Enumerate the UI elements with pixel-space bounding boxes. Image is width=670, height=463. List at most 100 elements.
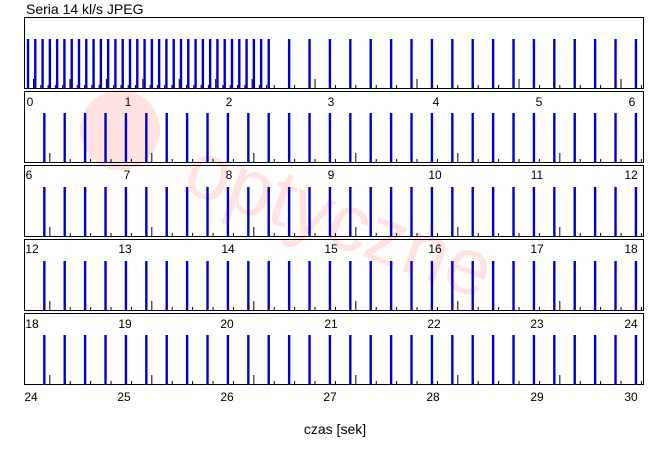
tick-row-3: 12 13 14 15 16 17 18 xyxy=(0,242,670,258)
shot-marker xyxy=(620,79,622,89)
x-tick-label: 8 xyxy=(225,168,233,182)
shot-marker xyxy=(212,233,214,237)
shot-marker xyxy=(212,381,214,385)
shot-bar xyxy=(369,187,372,237)
shot-bar xyxy=(369,39,372,89)
x-axis-label: czas [sek] xyxy=(303,421,367,437)
shot-marker xyxy=(251,79,253,89)
shot-marker xyxy=(375,233,377,237)
shot-bar xyxy=(145,113,148,163)
shot-bar xyxy=(593,113,597,163)
shot-bar xyxy=(26,39,30,89)
shot-marker xyxy=(113,85,115,89)
shot-bar xyxy=(70,39,73,89)
shot-marker xyxy=(69,381,71,385)
shot-bar xyxy=(165,39,168,89)
shot-marker xyxy=(314,233,316,237)
shot-marker xyxy=(47,85,49,89)
shot-bar xyxy=(512,261,515,311)
shot-bar xyxy=(145,261,148,311)
shot-bar xyxy=(226,113,230,163)
shot-bar xyxy=(389,113,393,163)
shot-bar xyxy=(43,187,46,237)
shot-bar xyxy=(128,39,132,89)
shot-marker xyxy=(538,307,540,311)
shot-bar xyxy=(471,261,474,311)
shot-marker xyxy=(110,307,112,311)
shot-bar xyxy=(573,113,576,163)
shot-bar xyxy=(349,335,352,385)
shot-marker xyxy=(538,233,540,237)
shot-marker xyxy=(498,85,500,89)
shot-marker xyxy=(355,227,357,237)
shot-bar xyxy=(573,335,576,385)
shot-bar xyxy=(328,113,332,163)
x-tick-label: 28 xyxy=(426,390,440,404)
shot-bar xyxy=(226,335,230,385)
shot-marker xyxy=(620,233,622,237)
x-tick-label: 6 xyxy=(628,95,636,109)
x-tick-label: 24 xyxy=(24,390,38,404)
shot-bar xyxy=(206,187,209,237)
x-tick-label: 5 xyxy=(535,95,543,109)
shot-marker xyxy=(130,159,132,163)
shot-marker xyxy=(538,159,540,163)
shot-marker xyxy=(171,233,173,237)
shot-bar xyxy=(593,261,597,311)
shot-marker xyxy=(314,381,316,385)
x-tick-label: 22 xyxy=(427,317,441,331)
shot-bar xyxy=(247,187,250,237)
shot-bar xyxy=(165,187,168,237)
shot-marker xyxy=(600,85,602,89)
shot-marker xyxy=(49,227,51,237)
shot-marker xyxy=(232,381,234,385)
x-tick-label: 17 xyxy=(530,242,544,256)
shot-marker xyxy=(355,153,357,163)
shot-bar xyxy=(328,261,332,311)
shot-marker xyxy=(334,307,336,311)
shot-marker xyxy=(579,307,581,311)
chart-panel-4 xyxy=(24,239,644,311)
shot-marker xyxy=(334,85,336,89)
shot-bar xyxy=(369,335,372,385)
shot-bar xyxy=(471,187,474,237)
shot-bar xyxy=(430,113,434,163)
shot-marker xyxy=(396,159,398,163)
shot-marker xyxy=(559,153,561,163)
shot-bar xyxy=(532,335,536,385)
shot-bar xyxy=(410,39,413,89)
shot-marker xyxy=(49,301,51,311)
shot-bar xyxy=(85,39,88,89)
shot-bar xyxy=(349,113,352,163)
shot-bar xyxy=(634,261,638,311)
shot-bar xyxy=(512,187,515,237)
shot-marker xyxy=(232,233,234,237)
shot-marker xyxy=(498,159,500,163)
shot-bar xyxy=(553,39,556,89)
shot-marker xyxy=(207,85,209,89)
shot-bar xyxy=(83,187,87,237)
shot-marker xyxy=(149,85,151,89)
shot-bar xyxy=(287,39,291,89)
shot-bar xyxy=(104,261,107,311)
shot-bar xyxy=(104,113,107,163)
shot-bar xyxy=(287,335,291,385)
shot-bar xyxy=(92,39,95,89)
shot-bar xyxy=(157,39,161,89)
shot-marker xyxy=(396,233,398,237)
shot-bar xyxy=(208,39,212,89)
shot-marker xyxy=(314,159,316,163)
shot-bar xyxy=(267,335,270,385)
x-tick-label: 11 xyxy=(530,168,544,182)
shot-bar xyxy=(63,261,66,311)
shot-bar xyxy=(553,113,556,163)
shot-marker xyxy=(579,85,581,89)
shot-marker xyxy=(498,307,500,311)
shot-bar xyxy=(287,261,291,311)
shot-bar xyxy=(247,261,250,311)
shot-bar xyxy=(77,39,81,89)
shot-bar xyxy=(104,335,107,385)
shot-marker xyxy=(49,375,51,385)
x-tick-label: 16 xyxy=(428,242,442,256)
shot-bar xyxy=(124,261,128,311)
